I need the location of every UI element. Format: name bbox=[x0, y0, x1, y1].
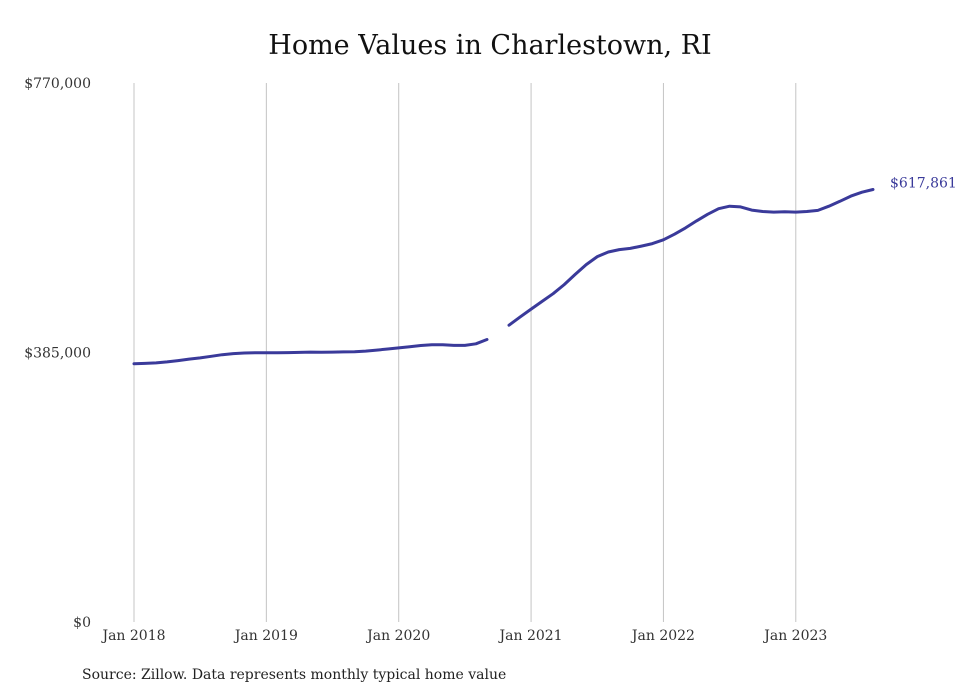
home-value-series bbox=[132, 188, 875, 366]
series-line-segment-0 bbox=[132, 338, 489, 366]
x-tick-label: Jan 2023 bbox=[762, 628, 827, 644]
x-tick-label: Jan 2022 bbox=[630, 628, 695, 644]
source-note: Source: Zillow. Data represents monthly … bbox=[82, 667, 507, 683]
y-axis-ticks: $0 $385,000 $770,000 bbox=[24, 76, 91, 631]
x-tick-label: Jan 2019 bbox=[233, 628, 298, 644]
data-labels: $617,861 bbox=[890, 175, 957, 191]
series-line-segment-1 bbox=[507, 188, 875, 327]
chart-title: Home Values in Charlestown, RI bbox=[268, 30, 712, 61]
x-tick-label: Jan 2018 bbox=[100, 628, 165, 644]
end-value-label: $617,861 bbox=[890, 175, 957, 191]
y-tick-label: $0 bbox=[73, 615, 91, 631]
x-tick-label: Jan 2020 bbox=[365, 628, 430, 644]
x-axis-ticks: Jan 2018 Jan 2019 Jan 2020 Jan 2021 Jan 2022… bbox=[100, 628, 827, 644]
x-tick-label: Jan 2021 bbox=[498, 628, 563, 644]
y-tick-label: $770,000 bbox=[24, 76, 91, 92]
y-tick-label: $385,000 bbox=[24, 346, 91, 362]
